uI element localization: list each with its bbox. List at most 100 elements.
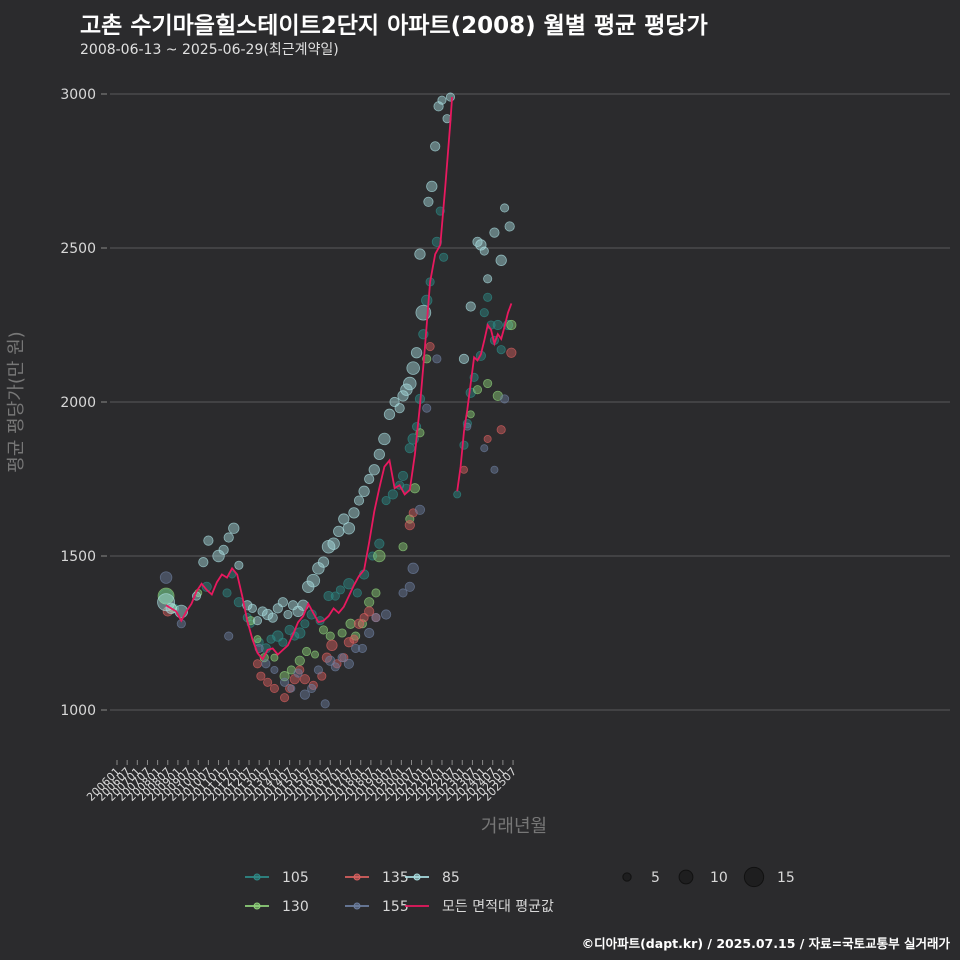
point-130 [311, 650, 320, 659]
point-135 [353, 618, 365, 629]
point-105 [330, 591, 340, 601]
point-155 [307, 683, 317, 693]
point-130 [409, 483, 420, 494]
legend-key-point-135 [353, 873, 361, 881]
point-155 [414, 504, 426, 515]
legend-size-circle [678, 869, 694, 885]
point-85 [327, 537, 340, 550]
point-130 [253, 635, 262, 644]
point-155 [398, 588, 408, 598]
point-130 [398, 542, 408, 552]
point-105 [453, 490, 462, 499]
point-85 [234, 560, 244, 570]
point-135 [425, 342, 435, 352]
point-85 [342, 522, 356, 535]
point-85 [495, 254, 507, 266]
point-105 [459, 440, 469, 450]
legend-label-85: 85 [442, 870, 460, 886]
point-105 [158, 588, 174, 604]
point-105 [496, 345, 506, 355]
point-105 [381, 496, 391, 506]
point-105 [222, 588, 232, 598]
point-85 [358, 485, 370, 497]
point-85 [475, 239, 487, 251]
point-85 [458, 353, 470, 364]
point-155 [343, 658, 354, 669]
point-85 [378, 432, 391, 446]
legend-key-point-155 [353, 902, 361, 910]
point-155 [261, 659, 271, 669]
point-85 [489, 227, 500, 238]
point-85 [203, 535, 214, 546]
y-tick-label: 2500 [60, 241, 96, 257]
point-85 [364, 473, 375, 485]
point-155 [280, 677, 290, 687]
legend-key-point-105 [253, 873, 261, 881]
point-135 [326, 639, 338, 651]
point-135 [285, 683, 295, 693]
point-130 [466, 410, 475, 419]
x-axis-ticks: 2006012006072007012007072008012008072009… [84, 760, 519, 804]
point-85 [252, 616, 263, 626]
legend-size-label: 15 [777, 870, 795, 886]
y-tick-label: 2000 [60, 395, 96, 411]
point-155 [364, 627, 375, 639]
point-105 [483, 292, 493, 302]
point-85 [223, 532, 234, 543]
point-155 [330, 662, 340, 672]
scatter-points [157, 92, 517, 709]
point-85 [423, 196, 434, 207]
point-135 [269, 683, 279, 693]
point-130 [483, 378, 493, 389]
point-130 [506, 319, 517, 331]
legend-label-130: 130 [282, 899, 309, 915]
point-130 [364, 597, 375, 608]
y-tick-label: 1500 [60, 549, 96, 565]
point-135 [252, 659, 263, 669]
point-155 [270, 665, 279, 674]
point-155 [381, 609, 392, 620]
y-tick-label: 3000 [60, 87, 96, 103]
y-tick-label: 1000 [60, 703, 96, 719]
point-85 [306, 573, 321, 588]
point-135 [343, 637, 354, 648]
point-105 [479, 308, 489, 318]
point-155 [337, 653, 347, 663]
point-155 [371, 613, 381, 623]
point-85 [247, 603, 257, 613]
point-85 [504, 221, 515, 232]
point-130 [157, 587, 175, 605]
point-85 [261, 608, 274, 621]
point-85 [397, 390, 409, 402]
legend-label-135: 135 [382, 870, 409, 886]
point-105 [492, 319, 503, 331]
point-135 [299, 674, 310, 685]
point-155 [351, 643, 361, 653]
point-105 [323, 590, 334, 602]
point-85 [218, 544, 229, 555]
point-130 [318, 625, 329, 635]
point-155 [422, 403, 432, 413]
point-85 [198, 557, 209, 568]
point-85 [406, 361, 420, 375]
point-130 [294, 655, 305, 666]
point-105 [421, 294, 433, 307]
point-105 [387, 489, 398, 500]
point-85 [410, 347, 423, 359]
point-85 [437, 95, 447, 105]
point-155 [293, 668, 303, 678]
point-85 [338, 513, 350, 525]
point-85 [479, 246, 489, 256]
legend-size-circle [743, 866, 765, 888]
point-85 [465, 301, 476, 312]
chart-title: 고촌 수기마을힐스테이트2단지 아파트(2008) 월별 평균 평당가 [80, 13, 708, 39]
point-105 [300, 619, 310, 629]
point-85 [430, 141, 441, 152]
point-130 [345, 618, 356, 629]
average-line-path [165, 97, 453, 661]
point-135 [364, 606, 375, 617]
point-135 [506, 347, 517, 358]
point-105 [368, 551, 378, 561]
point-105 [374, 538, 385, 549]
